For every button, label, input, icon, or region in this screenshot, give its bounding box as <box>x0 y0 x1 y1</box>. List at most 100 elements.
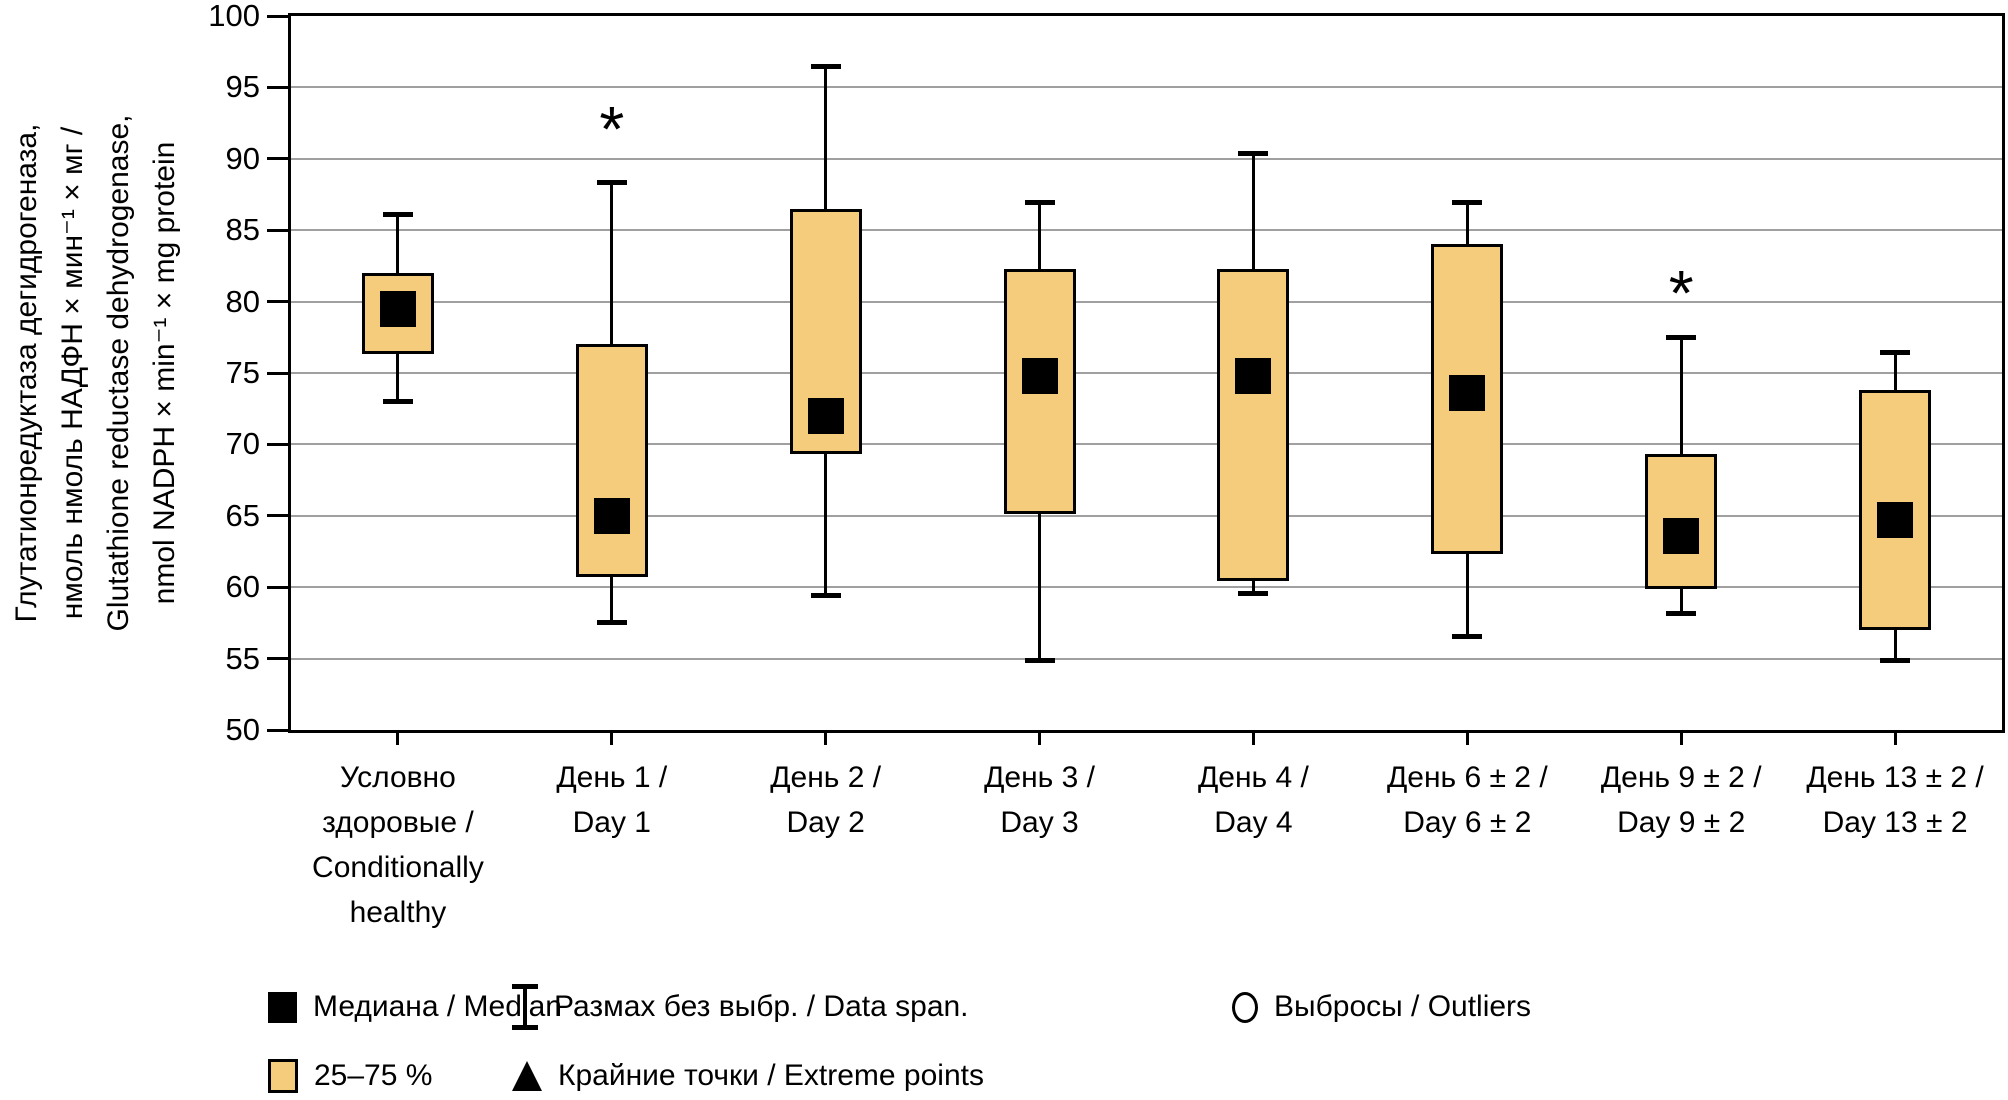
y-tick-mark <box>267 442 289 446</box>
gridline <box>291 300 2002 303</box>
iqr-box <box>575 344 648 578</box>
legend-label: Медиана / Median <box>313 990 562 1023</box>
x-category-label-line: День 2 / <box>770 761 882 794</box>
x-category-label: День 3 / Day 3 <box>920 755 1160 845</box>
whisker-cap-low <box>1880 658 1911 664</box>
whisker-cap-part <box>512 984 538 989</box>
x-tick-mark <box>824 730 828 745</box>
y-tick-label: 75 <box>225 355 260 390</box>
y-tick-mark <box>267 14 289 18</box>
y-tick-label: 85 <box>225 212 260 248</box>
gridline <box>291 229 2002 232</box>
x-category-label: День 6 ± 2 / Day 6 ± 2 <box>1347 755 1587 845</box>
median-marker <box>807 397 844 434</box>
whisker-cap-high <box>1238 151 1269 157</box>
x-category-label-line: Day 3 <box>1000 806 1079 839</box>
legend-item-extreme-points: Крайние точки / Extreme points <box>512 1052 984 1100</box>
outliers-circle-icon <box>1232 991 1258 1023</box>
gridline <box>291 514 2002 517</box>
significance-asterisk: * <box>1668 257 1694 330</box>
y-tick-label: 60 <box>225 569 260 605</box>
box-range-icon <box>268 1059 298 1093</box>
legend-label: Размах без выбр. / Data span. <box>554 990 969 1023</box>
x-category-label-line: здоровые / <box>322 806 474 839</box>
y-axis-label-line: Глутатионредуктаза дегидрогеназа, <box>10 123 43 623</box>
y-tick-label: 80 <box>225 283 260 319</box>
x-category-label: День 4 / Day 4 <box>1133 755 1373 845</box>
median-marker <box>593 497 630 534</box>
whisker-cap-high <box>1452 199 1483 205</box>
y-axis-label-line: Glutathione reductase dehydrogenase, <box>102 114 135 632</box>
whisker-cap-high <box>1024 199 1055 205</box>
gridline <box>291 372 2002 374</box>
legend-label: Крайние точки / Extreme points <box>558 1059 984 1092</box>
x-category-label: День 1 / Day 1 <box>492 755 732 845</box>
y-tick-mark <box>267 514 289 518</box>
x-tick-mark <box>1465 730 1469 745</box>
legend-item-outliers: Выбросы / Outliers <box>1232 983 1531 1031</box>
y-tick-label: 90 <box>225 140 260 176</box>
x-category-label: День 9 ± 2 / Day 9 ± 2 <box>1561 755 1801 845</box>
whisker-cap-high <box>382 212 413 218</box>
y-tick-mark <box>267 228 289 232</box>
x-tick-mark <box>610 730 614 745</box>
y-tick-label: 70 <box>225 426 260 462</box>
x-category-label-line: Условно <box>340 761 456 794</box>
whisker-cap-low <box>1238 591 1269 597</box>
legend-item-data-span: Размах без выбр. / Data span. <box>512 983 969 1031</box>
x-tick-mark <box>1679 730 1683 745</box>
x-tick-mark <box>1038 730 1042 745</box>
whisker-cap-high <box>596 179 627 185</box>
x-category-label-line: Day 13 ± 2 <box>1822 806 1968 839</box>
median-marker <box>1449 374 1486 411</box>
y-tick-label: 50 <box>225 712 260 747</box>
y-tick-mark <box>267 157 289 161</box>
median-marker <box>379 290 416 327</box>
gridline <box>291 657 2002 660</box>
whisker-cap-low <box>1666 611 1697 617</box>
plot-area: * * <box>288 13 2005 733</box>
x-category-label: День 2 / Day 2 <box>706 755 946 845</box>
x-category-label-line: Day 9 ± 2 <box>1617 806 1746 839</box>
y-tick-mark <box>267 585 289 589</box>
legend-item-median: Медиана / Median <box>268 983 562 1031</box>
x-category-label-line: День 1 / <box>556 761 668 794</box>
gridline <box>291 586 2002 589</box>
y-tick-mark <box>267 85 289 89</box>
x-category-label-line: Day 1 <box>572 806 651 839</box>
y-tick-label: 65 <box>225 497 260 533</box>
whisker-span-icon <box>512 984 538 1030</box>
x-tick-mark <box>396 730 400 745</box>
y-tick-mark <box>267 657 289 661</box>
x-category-label-line: День 3 / <box>984 761 1095 794</box>
x-category-label-line: Day 4 <box>1214 806 1293 839</box>
x-tick-mark <box>1893 730 1897 745</box>
x-category-label-line: День 13 ± 2 / <box>1806 761 1984 794</box>
y-tick-label: 95 <box>225 69 260 105</box>
gridline <box>291 157 2002 160</box>
y-tick-label: 100 <box>208 0 260 33</box>
whisker-cap-high <box>1666 335 1697 341</box>
x-category-label-line: Day 2 <box>786 806 865 839</box>
whisker-cap-high <box>810 63 841 69</box>
gridline <box>291 443 2002 446</box>
extreme-points-icon <box>512 1061 542 1091</box>
legend-item-box-range: 25–75 % <box>268 1052 432 1100</box>
whisker-cap-low <box>810 592 841 598</box>
whisker-cap-high <box>1880 349 1911 355</box>
median-square-icon <box>268 991 297 1023</box>
significance-asterisk: * <box>599 93 625 166</box>
whisker-cap-part <box>512 1025 538 1030</box>
median-marker <box>1877 502 1914 539</box>
legend-label: Выбросы / Outliers <box>1274 990 1532 1023</box>
whisker-cap-low <box>382 398 413 404</box>
iqr-box <box>1217 268 1290 582</box>
x-category-label-line: Day 6 ± 2 <box>1403 806 1532 839</box>
whisker-cap-low <box>1024 658 1055 664</box>
x-category-label-line: День 4 / <box>1197 761 1309 794</box>
whisker-cap-low <box>596 619 627 625</box>
y-tick-mark <box>267 300 289 304</box>
y-tick-mark <box>267 728 289 732</box>
y-tick-mark <box>267 371 289 375</box>
